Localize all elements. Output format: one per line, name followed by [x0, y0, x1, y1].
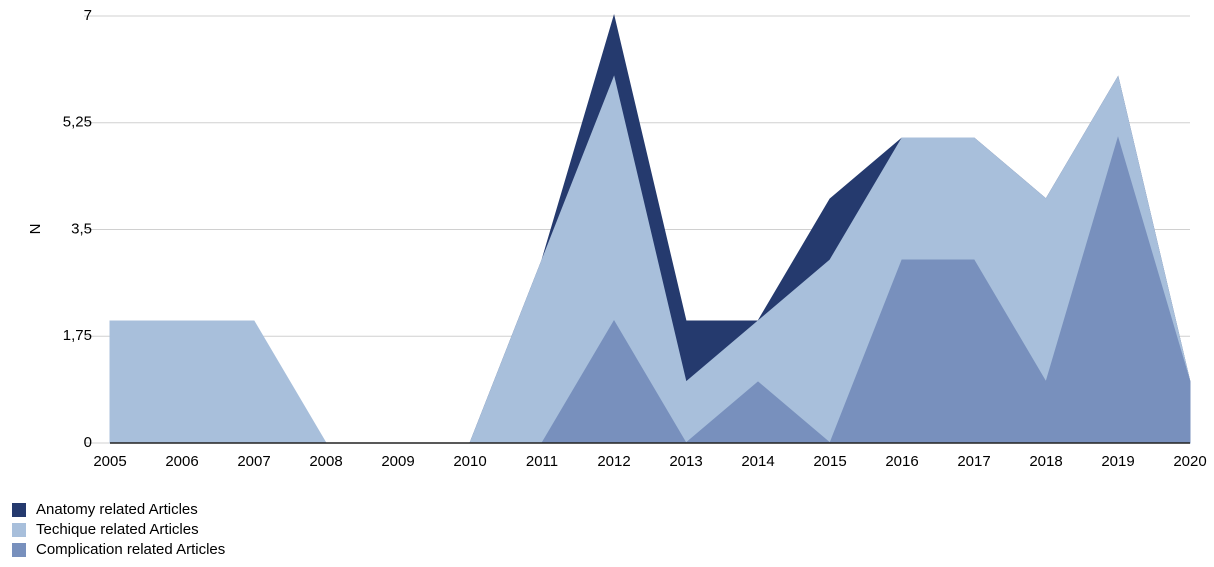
x-tick-label: 2013 — [669, 453, 702, 470]
x-tick-label: 2015 — [813, 453, 846, 470]
x-tick-label: 2017 — [957, 453, 990, 470]
y-tick-label: 3,5 — [71, 220, 92, 237]
x-tick-label: 2016 — [885, 453, 918, 470]
x-tick-label: 2008 — [309, 453, 342, 470]
x-tick-label: 2009 — [381, 453, 414, 470]
legend-label: Anatomy related Articles — [36, 501, 198, 518]
legend-label: Complication related Articles — [36, 541, 225, 558]
x-tick-label: 2006 — [165, 453, 198, 470]
y-axis-label: N — [27, 224, 44, 235]
y-tick-label: 7 — [84, 7, 92, 24]
x-tick-label: 2005 — [93, 453, 126, 470]
x-tick-label: 2019 — [1101, 453, 1134, 470]
x-tick-label: 2007 — [237, 453, 270, 470]
x-tick-label: 2014 — [741, 453, 774, 470]
legend-swatch — [12, 523, 26, 537]
x-tick-label: 2010 — [453, 453, 486, 470]
y-tick-label: 5,25 — [63, 114, 92, 131]
x-tick-label: 2011 — [526, 453, 558, 470]
x-tick-label: 2012 — [597, 453, 630, 470]
y-tick-label: 0 — [84, 434, 92, 451]
legend-label: Techique related Articles — [36, 521, 199, 538]
x-tick-label: 2018 — [1029, 453, 1062, 470]
legend-swatch — [12, 503, 26, 517]
y-tick-label: 1,75 — [63, 327, 92, 344]
x-tick-label: 2020 — [1173, 453, 1206, 470]
legend-swatch — [12, 543, 26, 557]
